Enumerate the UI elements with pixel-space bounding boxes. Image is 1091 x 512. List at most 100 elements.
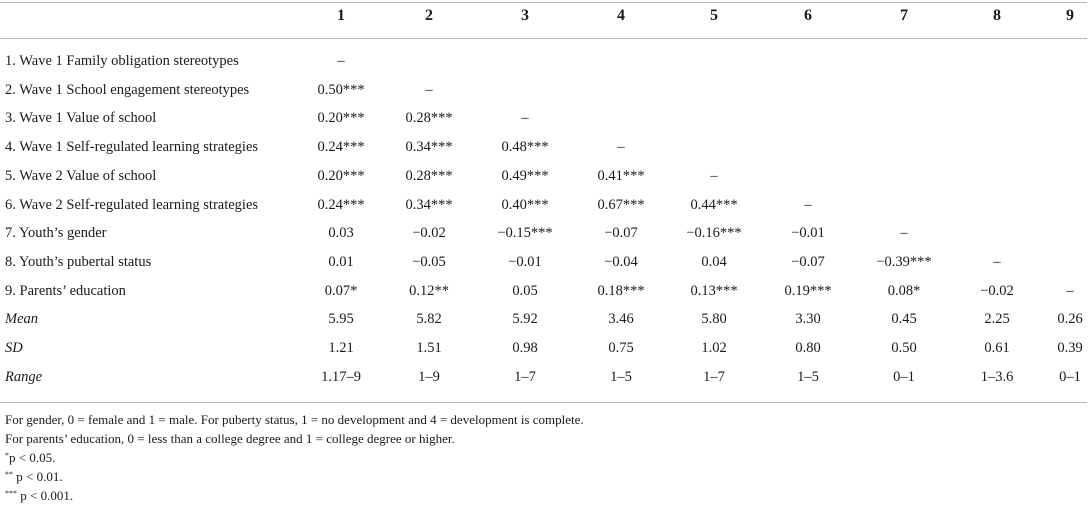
table-cell: 0.48*** xyxy=(501,139,549,156)
column-header-3: 3 xyxy=(521,7,529,24)
table-cell: 0.20*** xyxy=(317,110,365,127)
table-cell: −0.15*** xyxy=(497,225,553,242)
table-cell: – xyxy=(710,167,718,184)
row-label: 6. Wave 2 Self-regulated learning strate… xyxy=(5,196,259,213)
table-cell: 1–7 xyxy=(514,368,536,385)
table-cell: −0.01 xyxy=(791,225,825,242)
row-label: 9. Parents’ education xyxy=(5,282,126,299)
bottom-rule xyxy=(0,402,1087,403)
table-cell: 1–5 xyxy=(797,368,819,385)
table-cell: −0.05 xyxy=(412,253,446,270)
table-cell: −0.02 xyxy=(412,225,446,242)
table-cell: 0.44*** xyxy=(690,196,738,213)
table-cell: 0.49*** xyxy=(501,167,549,184)
row-label: 2. Wave 1 School engagement stereotypes xyxy=(5,81,250,98)
note-text: p < 0.01. xyxy=(13,469,63,484)
table-cell: 1.17–9 xyxy=(321,368,361,385)
table-cell: 1.51 xyxy=(416,340,442,356)
table-cell: 0–1 xyxy=(1059,368,1081,385)
table-cell: – xyxy=(521,110,529,127)
table-cell: −0.07 xyxy=(604,225,638,242)
table-cell: 0.40*** xyxy=(501,196,549,213)
table-cell: – xyxy=(337,53,345,69)
table-cell: – xyxy=(425,81,433,98)
table-cell: −0.02 xyxy=(980,282,1014,299)
table-cell: 0.01 xyxy=(328,253,354,270)
column-header-8: 8 xyxy=(993,7,1001,24)
table-cell: 5.82 xyxy=(416,311,442,328)
table-cell: 0.26 xyxy=(1057,311,1083,328)
row-label: 5. Wave 2 Value of school xyxy=(5,167,157,184)
table-cell: 5.92 xyxy=(512,311,538,328)
table-cell: 3.46 xyxy=(608,311,634,328)
column-header-1: 1 xyxy=(337,7,345,24)
row-label: Range xyxy=(5,368,43,385)
table-note: For gender, 0 = female and 1 = male. For… xyxy=(5,411,584,429)
table-cell: −0.16*** xyxy=(686,225,742,242)
table-cell: 0.04 xyxy=(701,253,727,270)
row-label: 3. Wave 1 Value of school xyxy=(5,110,157,127)
row-label: 4. Wave 1 Self-regulated learning strate… xyxy=(5,139,259,156)
table-cell: – xyxy=(993,253,1001,270)
table-cell: −0.01 xyxy=(508,253,542,270)
table-cell: 0.28*** xyxy=(405,167,453,184)
table-cell: 0.24*** xyxy=(317,196,365,213)
table-cell: 0.41*** xyxy=(597,167,645,184)
table-cell: 0.03 xyxy=(328,225,354,242)
column-header-4: 4 xyxy=(617,7,625,24)
top-rule xyxy=(0,2,1087,3)
note-marker: *** xyxy=(5,489,17,498)
table-cell: 1–9 xyxy=(418,368,440,385)
table-cell: 1–3.6 xyxy=(980,368,1014,385)
table-cell: 0.08* xyxy=(887,282,921,299)
header-rule xyxy=(0,38,1087,39)
table-cell: 0.28*** xyxy=(405,110,453,127)
table-cell: 0.07* xyxy=(324,282,358,299)
table-cell: 0.34*** xyxy=(405,139,453,156)
table-cell: 0.50 xyxy=(891,340,917,356)
table-cell: 0.19*** xyxy=(784,282,832,299)
table-cell: 0.50*** xyxy=(317,81,365,98)
table-cell: 0.20*** xyxy=(317,167,365,184)
table-cell: – xyxy=(900,225,908,242)
column-header-2: 2 xyxy=(425,7,433,24)
table-cell: 0.61 xyxy=(984,340,1010,356)
note-text: For parents’ education, 0 = less than a … xyxy=(5,431,455,446)
table-cell: 0.05 xyxy=(512,282,538,299)
table-cell: 0.39 xyxy=(1057,340,1083,356)
table-cell: 0.75 xyxy=(608,340,634,356)
note-marker: * xyxy=(5,451,9,460)
table-cell: 5.80 xyxy=(701,311,727,328)
table-cell: – xyxy=(804,196,812,213)
table-cell: −0.07 xyxy=(791,253,825,270)
table-cell: 0.98 xyxy=(512,340,538,356)
table-cell: 0.34*** xyxy=(405,196,453,213)
row-label: Mean xyxy=(5,311,39,328)
table-note: *** p < 0.001. xyxy=(5,487,73,505)
table-note: ** p < 0.01. xyxy=(5,468,63,486)
table-cell: 0.13*** xyxy=(690,282,738,299)
table-cell: 0.45 xyxy=(891,311,917,328)
row-label: 8. Youth’s pubertal status xyxy=(5,253,152,270)
table-cell: 0.80 xyxy=(795,340,821,356)
table-cell: 1.21 xyxy=(328,340,354,356)
table-cell: 5.95 xyxy=(328,311,354,328)
table-cell: −0.04 xyxy=(604,253,638,270)
table-cell: 1–7 xyxy=(703,368,725,385)
column-header-5: 5 xyxy=(710,7,718,24)
note-text: p < 0.001. xyxy=(17,488,74,503)
table-cell: 0.24*** xyxy=(317,139,365,156)
table-cell: – xyxy=(1066,282,1074,299)
column-header-9: 9 xyxy=(1066,7,1074,24)
table-cell: – xyxy=(617,139,625,156)
row-label: 1. Wave 1 Family obligation stereotypes xyxy=(5,53,239,69)
table-cell: 3.30 xyxy=(795,311,821,328)
row-label: SD xyxy=(5,340,23,356)
table-cell: 2.25 xyxy=(984,311,1010,328)
table-cell: 0–1 xyxy=(893,368,915,385)
note-text: p < 0.05. xyxy=(9,450,56,465)
table-cell: 0.18*** xyxy=(597,282,645,299)
table-cell: 0.67*** xyxy=(597,196,645,213)
table-note: *p < 0.05. xyxy=(5,449,55,467)
note-text: For gender, 0 = female and 1 = male. For… xyxy=(5,412,584,427)
